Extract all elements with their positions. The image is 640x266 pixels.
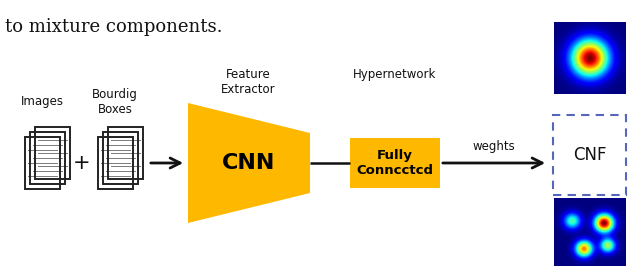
Text: Feature
Extractor: Feature Extractor [221, 68, 275, 96]
Text: to mixture components.: to mixture components. [5, 18, 223, 36]
Text: +: + [73, 153, 91, 173]
Text: Hypernetwork: Hypernetwork [353, 68, 436, 81]
Text: Bourdig
Boxes: Bourdig Boxes [92, 88, 138, 116]
Text: weghts: weghts [472, 140, 515, 153]
Text: CNF: CNF [573, 146, 606, 164]
Text: Fully
Conncctcd: Fully Conncctcd [356, 149, 433, 177]
FancyBboxPatch shape [350, 138, 440, 188]
Polygon shape [188, 103, 310, 223]
Text: CNN: CNN [222, 153, 276, 173]
Text: Images: Images [20, 95, 63, 108]
